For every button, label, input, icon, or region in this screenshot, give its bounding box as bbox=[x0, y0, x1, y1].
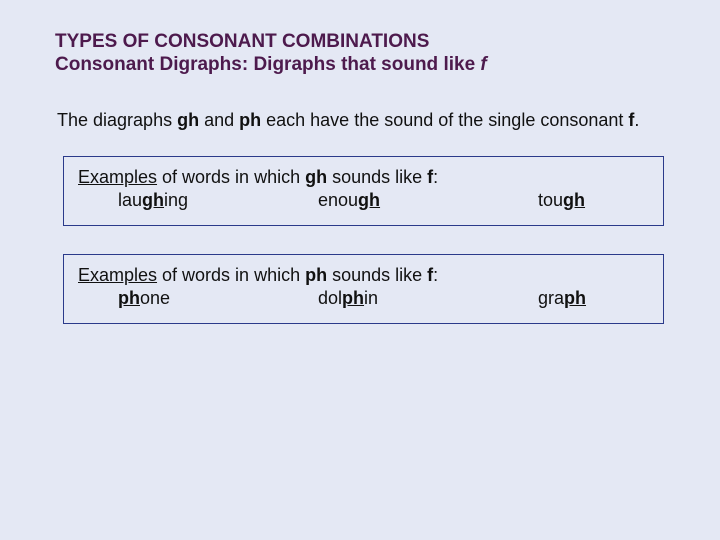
example-text: : bbox=[433, 265, 438, 285]
word-part: dol bbox=[318, 288, 342, 308]
word-part: in bbox=[364, 288, 378, 308]
example-word: dolphin bbox=[318, 288, 538, 309]
example-header: Examples of words in which gh sounds lik… bbox=[78, 167, 649, 188]
word-part: lau bbox=[118, 190, 142, 210]
intro-text: The diagraphs bbox=[57, 110, 177, 130]
word-highlight: ph bbox=[564, 288, 586, 308]
intro-paragraph: The diagraphs gh and ph each have the so… bbox=[55, 108, 670, 132]
example-text: sounds like bbox=[327, 167, 427, 187]
word-part: tou bbox=[538, 190, 563, 210]
word-highlight: ph bbox=[118, 288, 140, 308]
word-part: ing bbox=[164, 190, 188, 210]
intro-gh: gh bbox=[177, 110, 199, 130]
intro-ph: ph bbox=[239, 110, 261, 130]
digraph-ph: ph bbox=[305, 265, 327, 285]
example-word: laughing bbox=[118, 190, 318, 211]
word-highlight: gh bbox=[358, 190, 380, 210]
word-highlight: ph bbox=[342, 288, 364, 308]
subtitle-text: Consonant Digraphs: Digraphs that sound … bbox=[55, 54, 480, 75]
word-part: gra bbox=[538, 288, 564, 308]
examples-label: Examples bbox=[78, 265, 157, 285]
word-part: one bbox=[140, 288, 170, 308]
example-word: tough bbox=[538, 190, 585, 211]
example-box-ph: Examples of words in which ph sounds lik… bbox=[63, 254, 664, 324]
example-text: sounds like bbox=[327, 265, 427, 285]
examples-label: Examples bbox=[78, 167, 157, 187]
example-header: Examples of words in which ph sounds lik… bbox=[78, 265, 649, 286]
page-title: TYPES OF CONSONANT COMBINATIONS bbox=[55, 30, 670, 54]
word-highlight: gh bbox=[563, 190, 585, 210]
example-word: graph bbox=[538, 288, 586, 309]
page-subtitle: Consonant Digraphs: Digraphs that sound … bbox=[55, 54, 670, 76]
example-word: enough bbox=[318, 190, 538, 211]
intro-text: and bbox=[199, 110, 239, 130]
subtitle-italic-f: f bbox=[480, 54, 486, 75]
word-row: laughing enough tough bbox=[78, 190, 649, 211]
intro-text: each have the sound of the single conson… bbox=[261, 110, 628, 130]
intro-text: . bbox=[634, 110, 639, 130]
slide: TYPES OF CONSONANT COMBINATIONS Consonan… bbox=[0, 0, 720, 382]
example-word: phone bbox=[118, 288, 318, 309]
word-part: enou bbox=[318, 190, 358, 210]
example-text: of words in which bbox=[157, 265, 305, 285]
word-highlight: gh bbox=[142, 190, 164, 210]
digraph-gh: gh bbox=[305, 167, 327, 187]
example-box-gh: Examples of words in which gh sounds lik… bbox=[63, 156, 664, 226]
example-text: of words in which bbox=[157, 167, 305, 187]
word-row: phone dolphin graph bbox=[78, 288, 649, 309]
example-text: : bbox=[433, 167, 438, 187]
